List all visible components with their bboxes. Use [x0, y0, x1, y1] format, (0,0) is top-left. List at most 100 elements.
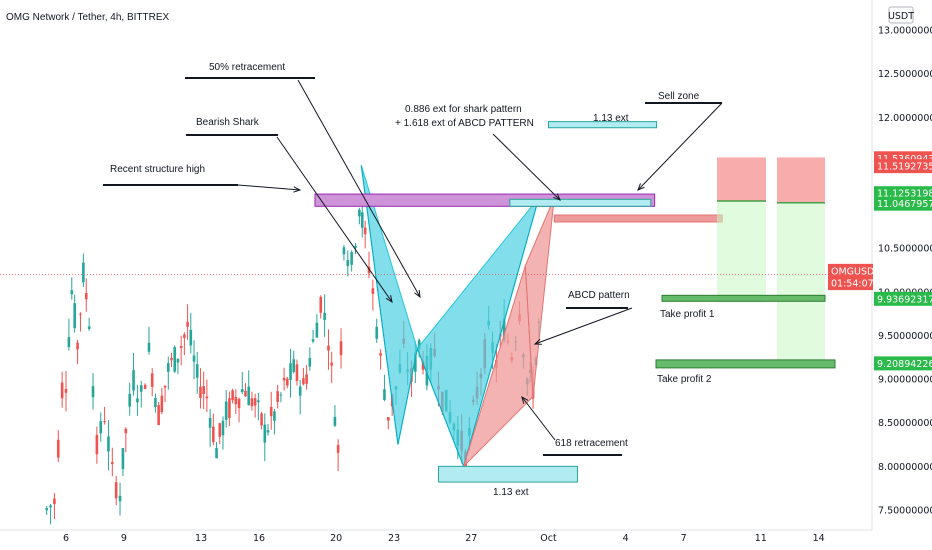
price-tag-bg: [828, 276, 873, 291]
candle-body: [199, 386, 202, 398]
position-boxes: [655, 157, 836, 369]
candle-body: [257, 400, 260, 403]
annotation-arrow: [237, 184, 301, 191]
candle-body: [114, 482, 118, 499]
price-tag-bg: [874, 196, 932, 211]
candle-body: [250, 398, 254, 407]
candle-body: [154, 398, 157, 407]
annotation-arrow: [521, 396, 556, 441]
annotation-arrow: [297, 79, 421, 298]
annotation-arrow: [492, 133, 561, 201]
candle-body: [346, 259, 350, 267]
position-2-profit-zone: [777, 202, 825, 362]
price-tag-bg: [874, 291, 932, 306]
annotation-label: Recent structure high: [110, 164, 205, 175]
candle-body: [363, 227, 367, 235]
annotation-arrowhead: [414, 289, 421, 299]
y-tick-label: 12.00000000: [878, 113, 932, 124]
annotation-arrow: [534, 307, 633, 345]
x-tick-label: 4: [623, 533, 629, 544]
annotation-arrowhead: [637, 183, 645, 191]
candle-body: [295, 364, 299, 381]
candle-body: [128, 393, 131, 407]
candle-body: [342, 247, 346, 255]
x-tick-label: 13: [195, 533, 207, 544]
take-profit-2-bar: [655, 359, 836, 369]
currency-badge-label: USDT: [888, 11, 914, 22]
candle-body: [379, 353, 382, 356]
candle-body: [103, 421, 106, 423]
take-profit-1-bar: [661, 294, 826, 302]
candle-body: [45, 508, 48, 511]
x-tick-label: 7: [681, 533, 687, 544]
annotation-label: Bearish Shark: [196, 117, 260, 128]
candle-body: [79, 313, 82, 315]
candle-body: [139, 385, 143, 392]
candle-body: [336, 444, 340, 453]
candle-body: [202, 386, 205, 395]
position-1-profit-zone: [717, 201, 766, 303]
y-tick-label: 12.50000000: [878, 69, 932, 80]
candle-body: [387, 417, 390, 421]
candle-body: [360, 212, 364, 228]
annotation-label: ABCD pattern: [568, 290, 630, 301]
price-tag-bg: [874, 356, 932, 371]
price-tag-label: OMGUSDT: [831, 266, 880, 277]
zone-box: [509, 198, 652, 207]
candle-body: [76, 342, 79, 350]
annotation-label: 618 retracement: [555, 438, 628, 449]
zone-box: [548, 121, 658, 129]
candle-body: [279, 394, 283, 396]
annotation-arrowhead: [385, 295, 393, 304]
candle-body: [218, 423, 222, 437]
candle-body: [91, 386, 95, 398]
candle-body: [143, 384, 147, 389]
annotation-arrowhead: [293, 186, 302, 193]
price-tag-label: 9.20894226: [877, 359, 932, 370]
candle-body: [82, 262, 85, 283]
annotation-label: 0.886 ext for shark pattern: [405, 104, 522, 115]
zone-box: [553, 214, 723, 223]
price-tag-label: 11.12531987: [877, 189, 932, 200]
y-tick-label: 9.00000000: [878, 375, 932, 386]
candle-body: [49, 505, 52, 508]
y-tick-label: 10.50000000: [878, 244, 932, 255]
shark-pattern-line: [360, 165, 540, 468]
annotation-label: 1.13 ext: [593, 113, 629, 124]
candle-body: [260, 413, 263, 426]
price-tag-label: 9.93692317: [877, 294, 932, 305]
candle-body: [186, 321, 189, 327]
candle-body: [237, 398, 241, 409]
annotation-arrowhead: [521, 395, 529, 404]
candle-body: [87, 326, 91, 330]
candle-body: [421, 360, 425, 370]
x-tick-label: 23: [388, 533, 400, 544]
candle-body: [244, 390, 247, 397]
candle-body: [234, 397, 238, 405]
candle-body: [121, 448, 125, 470]
price-tag-label: 11.51927350: [877, 162, 932, 173]
chart-title: OMG Network / Tether, 4h, BITTREX: [6, 12, 170, 23]
x-tick-label: Oct: [540, 533, 557, 544]
candle-body: [273, 411, 276, 421]
candle-body: [170, 357, 173, 361]
zone-box: [437, 465, 578, 483]
candle-body: [302, 378, 305, 385]
price-tag-label: 11.04679570: [877, 199, 932, 210]
candle-body: [350, 252, 353, 265]
candle-body: [502, 317, 506, 341]
candle-body: [253, 398, 257, 406]
x-tick-label: 6: [63, 533, 69, 544]
candle-body: [289, 363, 292, 380]
candle-body: [163, 385, 167, 388]
candle-body: [224, 401, 228, 420]
annotation-label: + 1.618 ext of ABCD PATTERN: [395, 118, 534, 129]
candle-body: [221, 420, 225, 436]
candle-body: [367, 266, 371, 274]
annotation-label: Sell zone: [658, 91, 700, 102]
candle-body: [339, 341, 343, 356]
candle-body: [136, 398, 139, 403]
candle-body: [319, 296, 323, 313]
